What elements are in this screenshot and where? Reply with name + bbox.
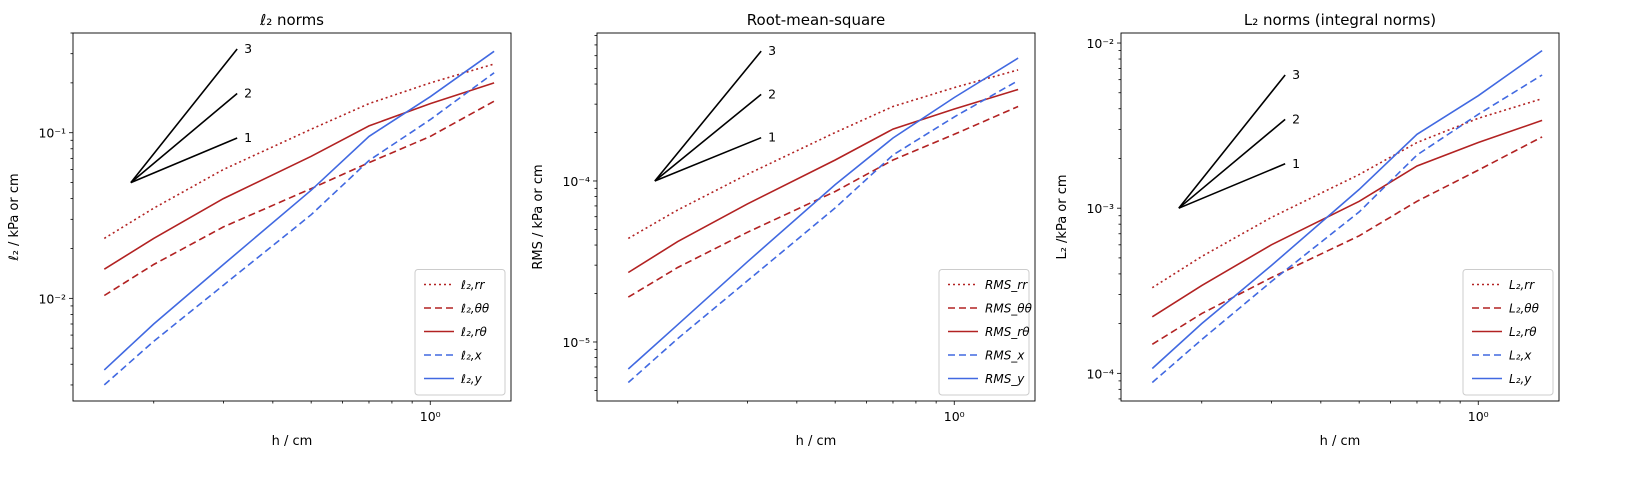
slope-line-1 bbox=[130, 137, 238, 184]
slope-line-1 bbox=[654, 136, 762, 182]
chart-panel-3: L₂ norms (integral norms) 10⁰ 10⁻⁴ 10⁻³ 10⁻²… bbox=[1055, 11, 1560, 449]
series-line-1 bbox=[103, 63, 495, 240]
series-line-3 bbox=[1151, 119, 1543, 318]
legend-label: L₂,rθ bbox=[1509, 325, 1537, 339]
x-tick-label: 10⁰ bbox=[1468, 409, 1489, 424]
legend-label: L₂,x bbox=[1509, 349, 1532, 363]
slope-label: 2 bbox=[244, 86, 252, 101]
slope-line-3 bbox=[130, 48, 238, 184]
plot-area bbox=[103, 48, 495, 386]
series-line-2 bbox=[103, 100, 495, 297]
legend: RMS_rr RMS_θθ RMS_rθ RMS_x RMS_y bbox=[938, 269, 1033, 396]
series-line-1 bbox=[627, 69, 1019, 240]
x-axis-label: h / cm bbox=[272, 434, 313, 449]
slope-line-3 bbox=[1178, 74, 1286, 209]
y-axis-label: L₂ /kPa or cm bbox=[1055, 174, 1070, 259]
series-line-5 bbox=[1151, 49, 1543, 370]
series-line-3 bbox=[103, 82, 495, 270]
y-tick-label: 10⁻² bbox=[1086, 36, 1114, 51]
series-line-4 bbox=[103, 72, 495, 386]
slope-line-1 bbox=[1178, 163, 1286, 209]
series-line-5 bbox=[103, 50, 495, 371]
slope-label: 2 bbox=[768, 86, 776, 101]
legend-label: ℓ₂,θθ bbox=[460, 302, 490, 316]
x-tick-label: 10⁰ bbox=[420, 409, 441, 424]
series-line-4 bbox=[1151, 74, 1543, 384]
y-tick-label: 10⁻³ bbox=[1086, 201, 1114, 216]
legend-label: L₂,y bbox=[1509, 372, 1532, 386]
y-tick-label: 10⁻² bbox=[38, 291, 66, 306]
plot-area bbox=[1151, 49, 1543, 384]
slope-label: 1 bbox=[1292, 156, 1300, 171]
legend-box bbox=[938, 269, 1030, 396]
chart-title: ℓ₂ norms bbox=[259, 11, 324, 29]
legend: ℓ₂,rr ℓ₂,θθ ℓ₂,rθ ℓ₂,x ℓ₂,y bbox=[414, 269, 506, 396]
x-axis-label: h / cm bbox=[796, 434, 837, 449]
legend-box bbox=[414, 269, 506, 396]
slope-line-2 bbox=[1178, 118, 1286, 209]
legend-box bbox=[1462, 269, 1554, 396]
series-line-2 bbox=[627, 105, 1019, 298]
legend-label: RMS_x bbox=[985, 349, 1025, 363]
legend-label: RMS_θθ bbox=[985, 302, 1033, 316]
legend-label: RMS_y bbox=[985, 372, 1025, 386]
x-axis-label: h / cm bbox=[1320, 434, 1361, 449]
axes-frame bbox=[1120, 32, 1560, 402]
chart-panel-2: Root-mean-square 10⁰ 10⁻⁵ 10⁻⁴ h / cm RMS / k… bbox=[531, 11, 1036, 449]
legend-label: RMS_rr bbox=[985, 278, 1028, 292]
legend-label: ℓ₂,rr bbox=[460, 278, 486, 292]
slope-line-2 bbox=[130, 92, 238, 184]
legend-label: RMS_rθ bbox=[985, 325, 1030, 339]
legend-label: L₂,θθ bbox=[1509, 302, 1540, 316]
y-axis-label: RMS / kPa or cm bbox=[531, 164, 546, 269]
series-line-4 bbox=[627, 79, 1019, 384]
legend-label: ℓ₂,x bbox=[460, 349, 483, 363]
y-axis-label: ℓ₂ / kPa or cm bbox=[7, 173, 22, 261]
series-line-1 bbox=[1151, 97, 1543, 289]
slope-label: 3 bbox=[244, 41, 252, 56]
y-tick-label: 10⁻⁴ bbox=[562, 174, 590, 189]
legend-label: L₂,rr bbox=[1509, 278, 1535, 292]
legend-label: ℓ₂,y bbox=[460, 372, 483, 386]
y-tick-label: 10⁻¹ bbox=[38, 126, 66, 141]
slope-line-2 bbox=[654, 93, 762, 182]
x-tick-label: 10⁰ bbox=[944, 409, 965, 424]
chart-title: L₂ norms (integral norms) bbox=[1244, 11, 1436, 29]
axes-frame bbox=[72, 32, 512, 402]
slope-label: 2 bbox=[1292, 111, 1300, 126]
chart-panel-1: ℓ₂ norms 10⁰ 10⁻² 10⁻¹ h / cm ℓ₂ / kPa or cm 1… bbox=[7, 11, 512, 449]
slope-label: 1 bbox=[768, 130, 776, 145]
slope-label: 1 bbox=[244, 130, 252, 145]
legend-label: ℓ₂,rθ bbox=[460, 325, 488, 339]
plot-area bbox=[627, 50, 1019, 384]
y-tick-label: 10⁻⁵ bbox=[562, 335, 590, 350]
slope-label: 3 bbox=[1292, 67, 1300, 82]
axes-frame bbox=[596, 32, 1036, 402]
slope-label: 3 bbox=[768, 43, 776, 58]
y-tick-label: 10⁻⁴ bbox=[1086, 366, 1114, 381]
chart-title: Root-mean-square bbox=[747, 11, 885, 29]
legend: L₂,rr L₂,θθ L₂,rθ L₂,x L₂,y bbox=[1462, 269, 1554, 396]
series-line-2 bbox=[1151, 136, 1543, 345]
series-line-3 bbox=[627, 88, 1019, 274]
series-line-5 bbox=[627, 57, 1019, 370]
slope-line-3 bbox=[654, 50, 762, 182]
